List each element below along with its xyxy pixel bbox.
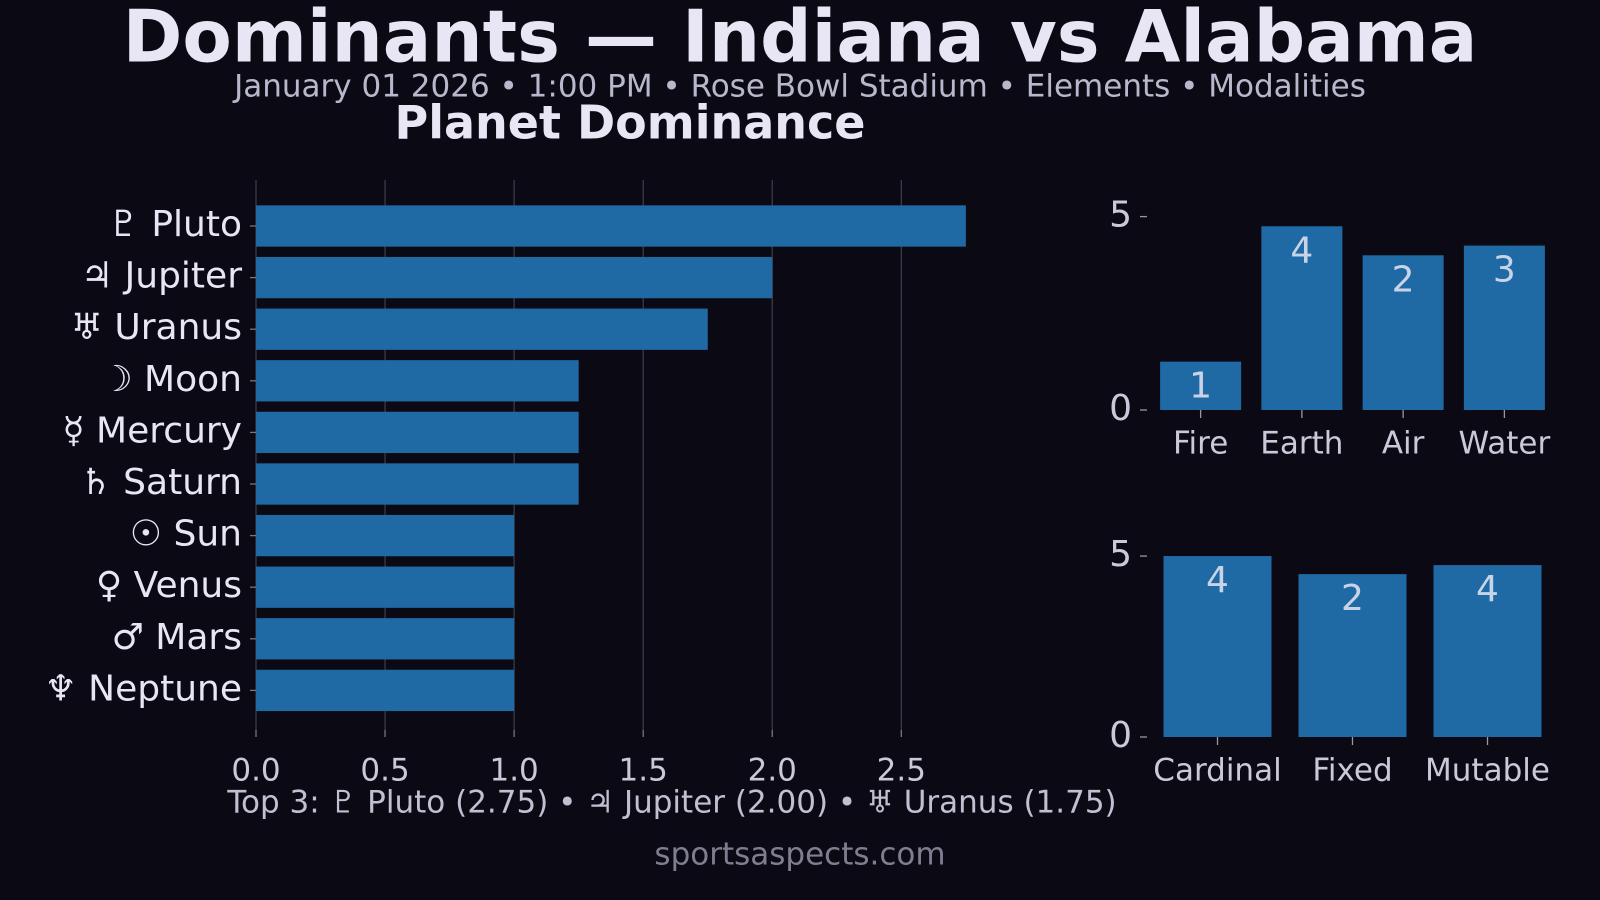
bar (1463, 245, 1545, 410)
x-tick-label: 1.5 (619, 753, 668, 789)
bar (256, 566, 515, 608)
bar (256, 360, 579, 402)
x-tick-label: Air (1382, 426, 1425, 462)
bar (256, 618, 515, 660)
x-tick-label: Fixed (1312, 753, 1392, 789)
page-subtitle: January 01 2026 • 1:00 PM • Rose Bowl St… (232, 69, 1366, 105)
x-tick-label: 1.0 (489, 753, 538, 789)
bar (1362, 255, 1444, 410)
x-tick-label: 2.5 (877, 753, 926, 789)
chart-title: Planet Dominance (395, 96, 866, 150)
x-tick-label: 2.0 (748, 753, 797, 789)
bar (1298, 574, 1407, 737)
y-tick-label: 0 (1109, 388, 1132, 429)
value-label: 3 (1493, 250, 1516, 291)
value-label: 4 (1206, 560, 1229, 601)
x-tick-label: Earth (1260, 426, 1343, 462)
bar (256, 308, 708, 350)
y-tick-label: ♀ Venus (96, 565, 242, 606)
y-tick-label: ♅ Uranus (71, 307, 242, 348)
y-tick-label: ☽ Moon (100, 359, 242, 400)
x-tick-label: Cardinal (1153, 753, 1281, 789)
value-label: 4 (1290, 230, 1313, 271)
value-label: 2 (1392, 259, 1415, 300)
x-tick-label: 0.0 (231, 753, 280, 789)
y-tick-label: ♂ Mars (112, 617, 242, 658)
bar (256, 256, 773, 299)
y-tick-label: ☉ Sun (130, 514, 242, 555)
bar (1261, 226, 1343, 410)
y-tick-label: 0 (1109, 715, 1132, 756)
watermark: sportsaspects.com (654, 837, 945, 873)
bar (256, 463, 579, 505)
bar (1160, 361, 1242, 410)
y-tick-label: 5 (1109, 195, 1132, 236)
bar (256, 514, 515, 557)
page-title: Dominants — Indiana vs Alabama (123, 0, 1478, 79)
top3-note: Top 3: ♇ Pluto (2.75) • ♃ Jupiter (2.00)… (226, 785, 1116, 821)
y-tick-label: ☿ Mercury (63, 410, 242, 451)
y-tick-label: ♇ Pluto (108, 204, 242, 245)
bar (1163, 556, 1272, 737)
bar (1433, 565, 1542, 737)
y-tick-label: ♄ Saturn (79, 462, 242, 503)
bar (256, 669, 515, 712)
y-tick-label: 5 (1109, 534, 1132, 575)
x-tick-label: Mutable (1425, 753, 1550, 789)
value-label: 4 (1476, 569, 1499, 610)
x-tick-label: Water (1459, 426, 1551, 462)
x-tick-label: Fire (1173, 426, 1228, 462)
y-tick-label: ♃ Jupiter (81, 256, 242, 297)
value-label: 1 (1189, 366, 1212, 407)
bar (256, 411, 579, 454)
value-label: 2 (1341, 578, 1364, 619)
y-tick-label: ♆ Neptune (44, 668, 242, 709)
x-tick-label: 0.5 (360, 753, 409, 789)
bar (256, 205, 966, 247)
